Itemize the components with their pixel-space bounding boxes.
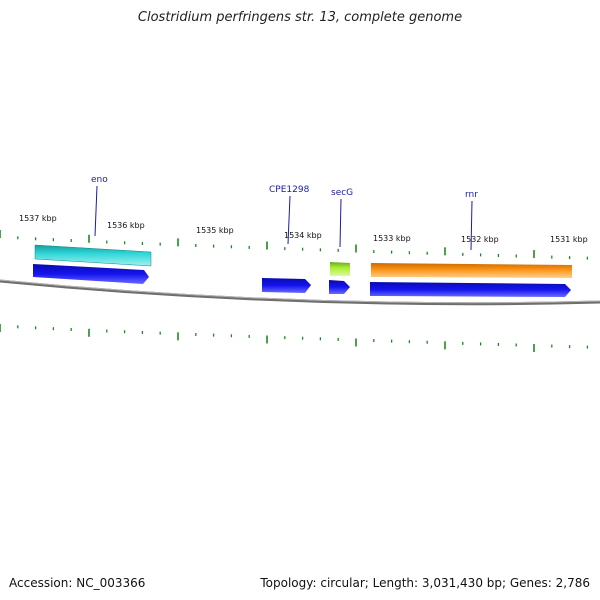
cds-arrow[interactable] <box>33 264 149 284</box>
genome-stats: Topology: circular; Length: 3,031,430 bp… <box>260 576 590 590</box>
scale-label: 1532 kbp <box>461 235 499 244</box>
gene-label-cpe1298[interactable]: CPE1298 <box>269 185 310 195</box>
leader-line <box>287 195 291 245</box>
gene-labels: eno CPE1298 secG rnr <box>91 175 478 251</box>
secg-feature[interactable] <box>330 262 350 276</box>
feature-track <box>34 244 572 278</box>
eno-feature[interactable] <box>34 244 152 267</box>
scale-ticks-upper <box>0 230 589 260</box>
map-title: Clostridium perfringens str. 13, complet… <box>137 10 463 25</box>
gene-label-secg[interactable]: secG <box>331 188 353 198</box>
genome-backbone <box>0 279 600 306</box>
leader-line <box>470 200 473 251</box>
scale-label: 1531 kbp <box>550 235 588 244</box>
scale-label: 1537 kbp <box>19 214 57 223</box>
scale-label: 1534 kbp <box>284 231 322 240</box>
gene-label-eno[interactable]: eno <box>91 175 108 185</box>
cds-arrow[interactable] <box>370 282 571 297</box>
scale-label: 1535 kbp <box>196 226 234 235</box>
leader-line <box>94 185 98 237</box>
scale-label: 1536 kbp <box>107 221 145 230</box>
scale-labels: 1537 kbp 1536 kbp 1535 kbp 1534 kbp 1533… <box>19 214 588 244</box>
accession-label: Accession: NC_003366 <box>9 576 146 590</box>
leader-line <box>339 198 342 248</box>
gene-label-rnr[interactable]: rnr <box>465 190 478 200</box>
scale-ticks-lower <box>0 324 589 353</box>
rnr-feature[interactable] <box>371 263 572 278</box>
cds-arrow[interactable] <box>329 280 350 294</box>
cds-track <box>33 264 571 297</box>
backbone-highlight <box>0 279 600 304</box>
cds-arrow[interactable] <box>262 278 311 293</box>
scale-label: 1533 kbp <box>373 234 411 243</box>
